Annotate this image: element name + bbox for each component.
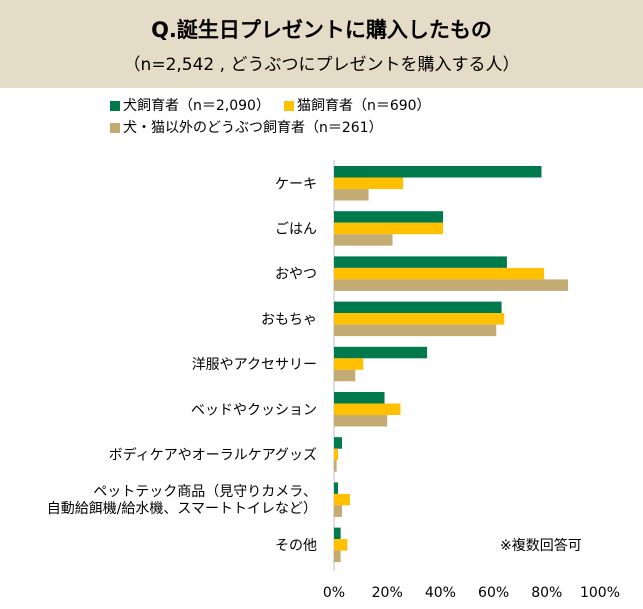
x-tick-label-20: 20% <box>372 585 403 601</box>
category-label-treats: おやつ <box>275 267 317 283</box>
category-label-food: ごはん <box>275 221 317 237</box>
chart-header: Q.誕生日プレゼントに購入したもの （n=2,542 , どうぶつにプレゼントを… <box>0 0 643 88</box>
bar-bed-cat <box>334 403 401 415</box>
legend-label-dog: 犬飼育者（n＝2,090） <box>123 98 270 114</box>
x-tick-label-60: 60% <box>478 585 509 601</box>
bar-clothes-other-animal <box>334 369 356 382</box>
legend: 犬飼育者（n＝2,090） 猫飼育者（n＝690） 犬・猫以外のどうぶつ飼育者（… <box>110 95 445 139</box>
bar-cake-cat <box>334 177 404 189</box>
bar-treats-dog <box>334 256 507 268</box>
bar-toys-cat <box>334 313 505 325</box>
x-tick-label-0: 0% <box>323 585 345 601</box>
bar-toys-dog <box>334 301 502 314</box>
bar-other-cat <box>334 539 348 551</box>
bar-food-dog <box>334 211 444 223</box>
category-label-cake: ケーキ <box>275 176 317 192</box>
legend-item-cat: 猫飼育者（n＝690） <box>283 95 431 117</box>
legend-label-other: 犬・猫以外のどうぶつ飼育者（n＝261） <box>123 120 383 136</box>
bar-pettech-cat <box>334 493 350 506</box>
bar-treats-cat <box>334 267 545 280</box>
bar-bodycare-other-animal <box>334 460 337 472</box>
category-label-pettech-1: ペットテック商品（見守りカメラ、 <box>93 484 317 500</box>
category-label-clothes: 洋服やアクセサリー <box>192 357 317 373</box>
bar-cake-dog <box>334 166 542 178</box>
legend-row-1: 犬飼育者（n＝2,090） 猫飼育者（n＝690） <box>110 95 445 117</box>
bar-food-cat <box>334 222 444 235</box>
category-label-pettech-2: 自動給餌機/給水機、スマートトイレなど） <box>47 500 317 517</box>
x-tick-label-80: 80% <box>531 585 562 601</box>
legend-row-2: 犬・猫以外のどうぶつ飼育者（n＝261） <box>110 117 445 139</box>
legend-item-other: 犬・猫以外のどうぶつ飼育者（n＝261） <box>110 117 383 139</box>
legend-swatch-dog <box>110 101 120 111</box>
bar-bed-other-animal <box>334 415 388 427</box>
bar-treats-other-animal <box>334 279 569 291</box>
bar-food-other-animal <box>334 234 393 246</box>
chart-subtitle: （n=2,542 , どうぶつにプレゼントを購入する人） <box>123 55 520 75</box>
bar-bed-dog <box>334 392 385 404</box>
bar-cake-other-animal <box>334 189 369 201</box>
bar-bodycare-dog <box>334 437 342 449</box>
bar-clothes-cat <box>334 358 364 370</box>
category-label-other: その他 <box>275 538 317 554</box>
category-label-bodycare: ボディケアやオーラルケアグッズ <box>109 446 317 463</box>
legend-swatch-other <box>110 123 120 133</box>
bar-other-other-animal <box>334 550 341 563</box>
category-label-toys: おもちゃ <box>261 312 317 328</box>
legend-label-cat: 猫飼育者（n＝690） <box>296 98 431 114</box>
bar-clothes-dog <box>334 346 428 359</box>
multiple-answer-note: ※複数回答可 <box>500 538 582 554</box>
x-tick-label-40: 40% <box>425 585 456 601</box>
bar-other-dog <box>334 527 341 540</box>
legend-item-dog: 犬飼育者（n＝2,090） <box>110 95 270 117</box>
legend-swatch-cat <box>283 101 294 111</box>
category-label-bed: ベッドやクッション <box>191 402 317 418</box>
x-tick-label-100: 100% <box>580 585 620 601</box>
bar-toys-other-animal <box>334 324 497 337</box>
bar-bodycare-cat <box>334 448 338 461</box>
bar-pettech-other-animal <box>334 505 342 517</box>
bar-pettech-dog <box>334 482 338 494</box>
chart-title: Q.誕生日プレゼントに購入したもの <box>151 18 492 42</box>
